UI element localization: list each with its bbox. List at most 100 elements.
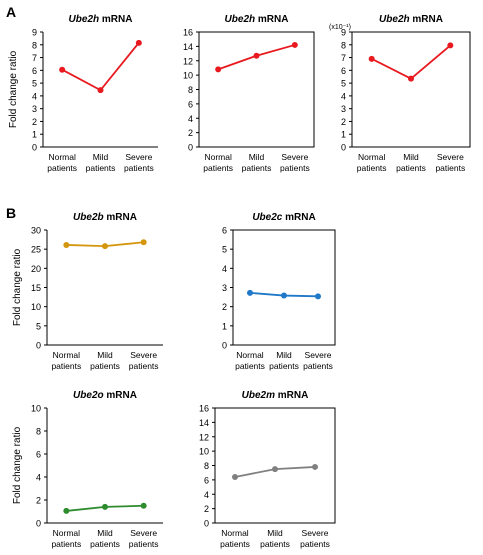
x-tick-label-line: Severe	[302, 528, 329, 538]
x-tick-label: Normal patients	[235, 350, 265, 371]
x-tick-label-line: Severe	[130, 528, 157, 538]
chart-title: Ube2h mRNA	[225, 14, 289, 25]
y-tick-label: 4	[204, 490, 209, 500]
data-point	[135, 39, 142, 46]
chart-title: Ube2h mRNA	[69, 14, 133, 25]
x-tick-label-line: patients	[220, 539, 250, 549]
x-tick-label-line: Mild	[403, 152, 419, 162]
x-tick-label-line: Severe	[281, 152, 308, 162]
data-point	[63, 507, 70, 514]
chart-4: Ube2b mRNA 0 5 10 15 20 25 30 Fold change ratio N…	[12, 212, 163, 371]
chart-title-suffix: mRNA	[99, 14, 132, 25]
chart-1: Ube2h mRNA 0 1 2 3 4 5 6 7 8 9 Fold change ratio Nor…	[8, 14, 158, 173]
data-point	[102, 503, 108, 510]
x-tick-label-line: Mild	[97, 528, 113, 538]
y-tick-label: 0	[188, 143, 193, 153]
y-tick-label: 2	[222, 302, 227, 312]
x-tick-label-line: patients	[396, 163, 426, 173]
x-tick-label-line: patients	[90, 361, 120, 371]
chart-title: Ube2o mRNA	[73, 390, 137, 401]
x-tick-label-line: patients	[280, 163, 310, 173]
y-axis-label: Fold change ratio	[12, 248, 23, 326]
x-tick-label-line: Normal	[53, 350, 81, 360]
x-tick-label: Normal patients	[47, 152, 77, 173]
chart-title-suffix: mRNA	[104, 212, 137, 223]
series-line	[371, 44, 451, 80]
y-tick-label: 20	[31, 264, 41, 274]
y-tick-label: 0	[36, 341, 41, 351]
y-tick-label: 0	[32, 143, 37, 153]
y-tick-label: 6	[341, 66, 346, 76]
chart-title-gene: Ube2h	[69, 14, 100, 25]
x-tick-label-line: patients	[435, 163, 465, 173]
x-tick-label: Mild patients	[242, 152, 272, 173]
data-point	[97, 87, 104, 94]
y-tick-label: 4	[188, 114, 193, 124]
x-tick-label: Mild patients	[396, 152, 426, 173]
data-point	[447, 42, 454, 49]
chart-title-suffix: mRNA	[282, 212, 315, 223]
x-tick-label-line: Mild	[249, 152, 265, 162]
data-point	[247, 289, 253, 296]
y-tick-label: 12	[199, 432, 209, 442]
data-point	[368, 55, 375, 62]
x-tick-label-line: patients	[300, 539, 330, 549]
x-tick-label: Severe patients	[129, 528, 159, 549]
chart-title-gene: Ube2o	[73, 390, 104, 401]
y-tick-label: 5	[222, 245, 227, 255]
y-tick-label: 16	[199, 404, 209, 414]
x-tick-label-line: patients	[260, 539, 290, 549]
plot-frame	[198, 31, 315, 148]
x-tick-label: Normal patients	[51, 528, 81, 549]
x-tick-label-line: patients	[129, 361, 159, 371]
series-line	[61, 42, 140, 92]
y-tick-label: 1	[32, 130, 37, 140]
y-tick-label: 8	[204, 461, 209, 471]
x-tick-label-line: patients	[242, 163, 272, 173]
y-tick-label: 0	[341, 143, 346, 153]
data-point	[253, 52, 260, 59]
y-tick-label: 16	[183, 28, 193, 38]
y-tick-label: 8	[341, 40, 346, 50]
y-tick-label: 2	[36, 496, 41, 506]
x-tick-label-line: Severe	[125, 152, 152, 162]
x-tick-label-line: patients	[357, 163, 387, 173]
x-tick-label-line: Normal	[236, 350, 264, 360]
x-tick-label-line: Mild	[97, 350, 113, 360]
y-tick-label: 15	[31, 283, 41, 293]
panel-a-label: A	[6, 4, 16, 20]
chart-title-gene: Ube2h	[379, 14, 410, 25]
y-tick-label: 4	[222, 264, 227, 274]
y-tick-label: 2	[32, 117, 37, 127]
y-tick-label: 1	[341, 130, 346, 140]
chart-title-suffix: mRNA	[104, 390, 137, 401]
y-tick-label: 7	[32, 53, 37, 63]
y-tick-label: 3	[341, 104, 346, 114]
y-scale-note: (x10⁻¹)	[329, 24, 351, 31]
y-tick-label: 0	[204, 519, 209, 529]
x-tick-label-line: Normal	[221, 528, 249, 538]
x-tick-label-line: Normal	[53, 528, 81, 538]
y-tick-label: 8	[32, 40, 37, 50]
y-tick-label: 10	[31, 302, 41, 312]
y-tick-label: 3	[222, 283, 227, 293]
x-tick-label: Severe patients	[300, 528, 330, 549]
x-tick-label: Normal patients	[203, 152, 233, 173]
x-tick-label-line: Normal	[48, 152, 76, 162]
y-tick-label: 10	[183, 71, 193, 81]
x-tick-label-line: patients	[86, 163, 116, 173]
chart-title: Ube2c mRNA	[252, 212, 315, 223]
x-tick-label-line: patients	[90, 539, 120, 549]
data-point	[281, 292, 287, 299]
chart-title-gene: Ube2b	[73, 212, 104, 223]
x-tick-label: Severe patients	[303, 350, 333, 371]
data-point	[312, 463, 318, 470]
x-tick-label-line: Normal	[204, 152, 232, 162]
chart-title-gene: Ube2m	[242, 390, 275, 401]
x-tick-label: Mild patients	[90, 528, 120, 549]
y-tick-label: 0	[222, 341, 227, 351]
chart-title: Ube2m mRNA	[242, 390, 309, 401]
